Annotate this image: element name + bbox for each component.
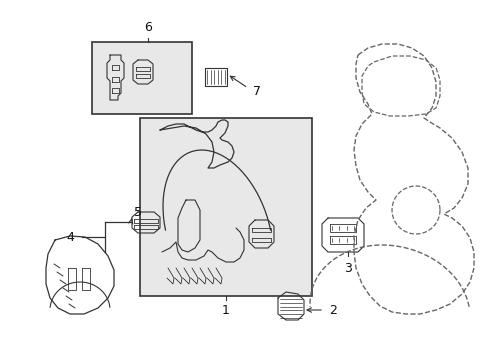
Bar [140, 118, 311, 296]
Text: 4: 4 [66, 230, 74, 243]
Text: 1: 1 [222, 304, 229, 317]
Text: 3: 3 [344, 262, 351, 275]
Bar [92, 42, 192, 114]
Text: 5: 5 [134, 206, 142, 219]
Text: 7: 7 [252, 85, 261, 98]
Text: 6: 6 [144, 21, 152, 34]
Text: 2: 2 [328, 303, 336, 316]
